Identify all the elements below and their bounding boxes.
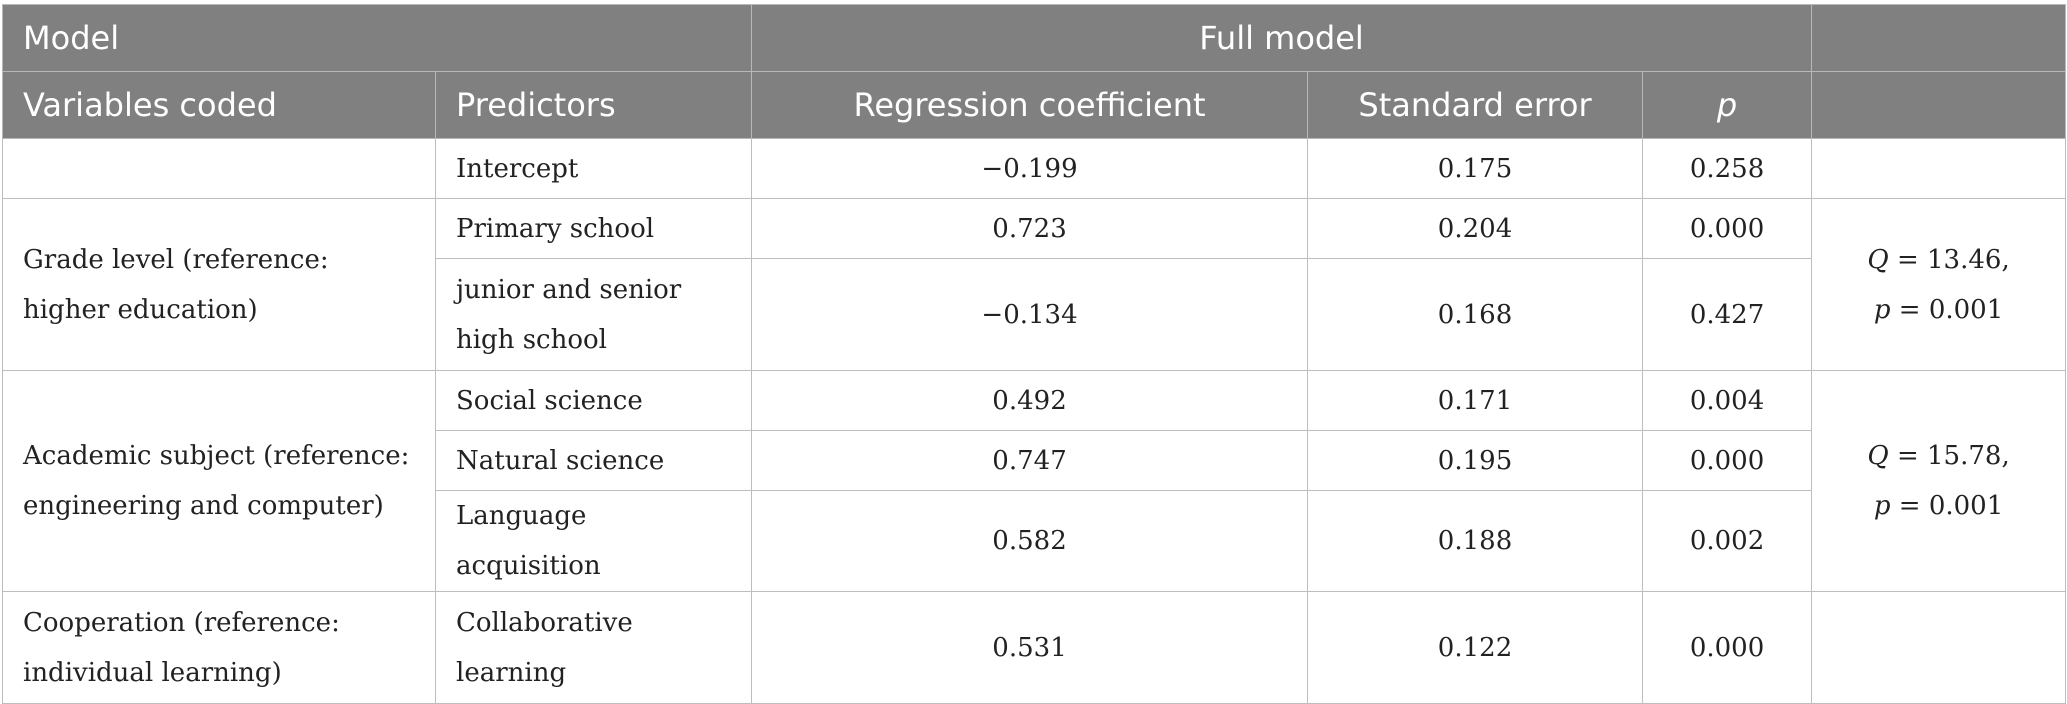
- coefficient-cell: 0.531: [751, 591, 1309, 704]
- q-stat-cell: Q = 13.46, p = 0.001: [1811, 198, 2067, 371]
- regression-table: Model Full model Variables coded Predict…: [1, 4, 2067, 704]
- q-stat-cell: [1811, 591, 2067, 704]
- q-p-label: p: [1873, 294, 1891, 325]
- table-row: Academic subject (reference: engineering…: [2, 370, 2067, 592]
- standard-error-cell: 0.175: [1307, 138, 1644, 199]
- table-row: Natural science 0.747 0.195 0.000: [3, 430, 2066, 491]
- q-label: Q: [1867, 441, 1889, 471]
- p-value-cell: 0.427: [1642, 258, 1813, 371]
- q-p-value: = 0.001: [1890, 294, 2004, 325]
- variables-coded-header: Variables coded: [2, 71, 436, 139]
- model-header: Model: [1, 4, 753, 72]
- header-row-1: Model Full model: [1, 4, 2067, 72]
- p-header: p: [1642, 71, 1813, 139]
- empty-header: [1811, 4, 2067, 72]
- table-row: Grade level (reference: higher education…: [2, 198, 2067, 371]
- standard-error-cell: 0.168: [1307, 258, 1644, 371]
- standard-error-header: Standard error: [1307, 71, 1644, 139]
- table-row: Language acquisition 0.582 0.188 0.002: [3, 490, 2066, 592]
- p-value-cell: 0.258: [1642, 138, 1813, 199]
- standard-error-cell: 0.122: [1307, 591, 1644, 704]
- p-value-cell: 0.002: [1642, 490, 1813, 592]
- variable-cell: Cooperation (reference: individual learn…: [2, 591, 436, 704]
- empty-header-2: [1811, 71, 2067, 139]
- predictor-cell: Collaborative learning: [434, 591, 753, 704]
- coefficient-cell: 0.492: [751, 370, 1309, 431]
- variable-cell: Academic subject (reference: engineering…: [2, 370, 436, 592]
- q-stat-cell: Q = 15.78, p = 0.001: [1811, 370, 2067, 592]
- standard-error-cell: 0.204: [1307, 198, 1644, 259]
- standard-error-cell: 0.171: [1307, 370, 1644, 431]
- q-value: = 13.46,: [1888, 244, 2010, 275]
- header-row-2: Variables coded Predictors Regression co…: [2, 71, 2067, 139]
- variable-cell: Grade level (reference: higher education…: [2, 198, 436, 371]
- coefficient-cell: 0.723: [751, 198, 1309, 259]
- predictors-header: Predictors: [434, 71, 753, 139]
- p-value-cell: 0.000: [1642, 591, 1813, 704]
- predictor-cell: Language acquisition: [434, 490, 753, 592]
- q-p-label: p: [1873, 491, 1891, 521]
- standard-error-cell: 0.188: [1307, 490, 1644, 592]
- p-value-cell: 0.000: [1642, 430, 1813, 491]
- q-value: = 15.78,: [1888, 441, 2010, 471]
- predictor-cell: Social science: [434, 370, 753, 431]
- variable-cell: [2, 138, 436, 199]
- table-row: Cooperation (reference: individual learn…: [2, 591, 2067, 704]
- standard-error-cell: 0.195: [1307, 430, 1644, 491]
- q-label: Q: [1867, 244, 1889, 275]
- q-stat-cell: [1811, 138, 2067, 199]
- regression-coefficient-header: Regression coefficient: [751, 71, 1309, 139]
- predictor-cell: junior and senior high school: [434, 258, 753, 371]
- coefficient-cell: 0.747: [751, 430, 1309, 491]
- p-value-cell: 0.000: [1642, 198, 1813, 259]
- q-p-value: = 0.001: [1890, 491, 2004, 521]
- coefficient-cell: −0.199: [751, 138, 1309, 199]
- table-row: Intercept −0.199 0.175 0.258: [2, 138, 2067, 199]
- predictor-cell: Primary school: [434, 198, 753, 259]
- full-model-header: Full model: [751, 4, 1813, 72]
- p-value-cell: 0.004: [1642, 370, 1813, 431]
- coefficient-cell: −0.134: [751, 258, 1309, 371]
- predictor-cell: Intercept: [434, 138, 753, 199]
- predictor-cell: Natural science: [434, 430, 753, 491]
- coefficient-cell: 0.582: [751, 490, 1309, 592]
